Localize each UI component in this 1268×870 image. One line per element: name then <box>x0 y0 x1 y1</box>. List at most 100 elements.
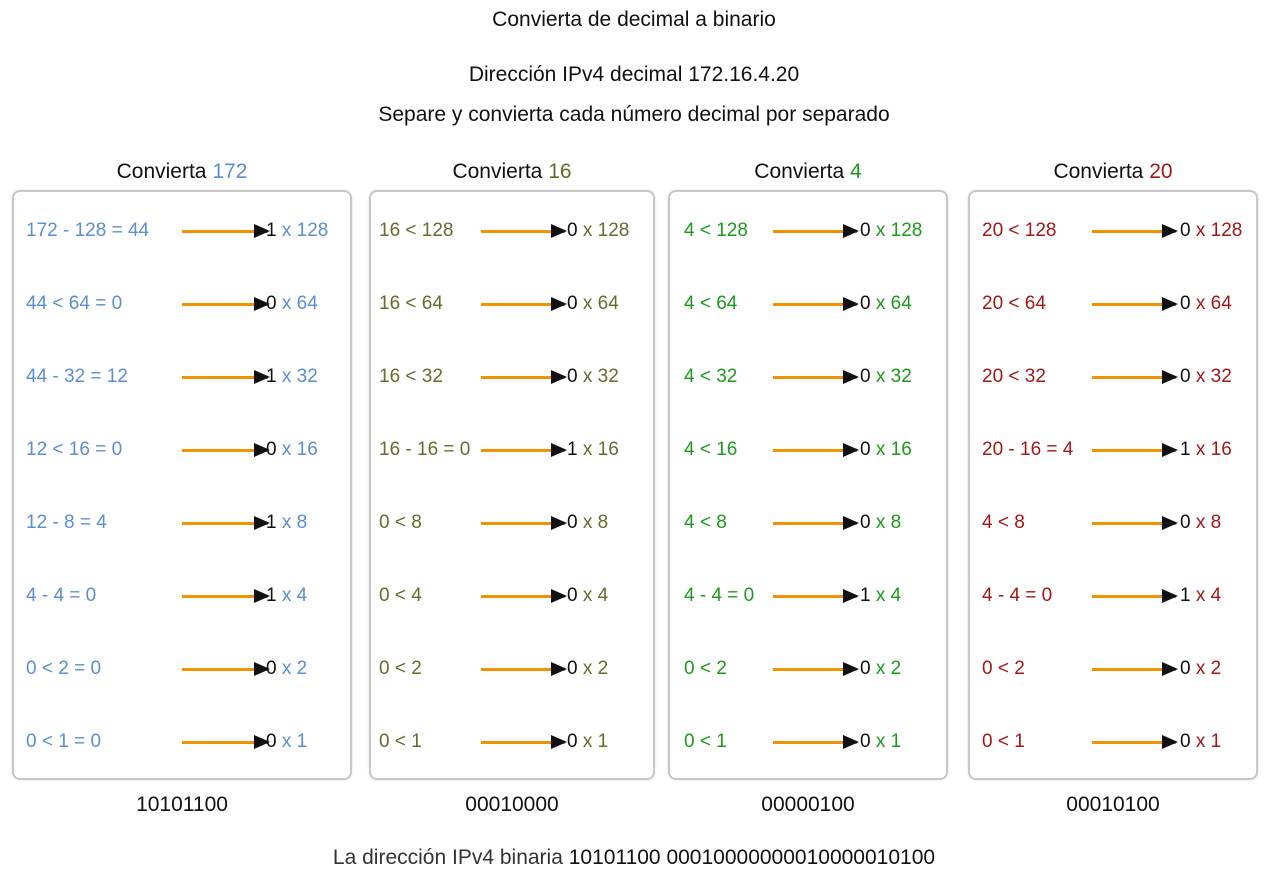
conversion-step: 0 < 4 0 x 4 <box>371 581 653 611</box>
arrow-right-icon <box>1092 735 1178 749</box>
place-weight: x 64 <box>1195 293 1232 314</box>
conversion-step: 0 < 1 0 x 1 <box>371 727 653 757</box>
step-result: 1 x 4 <box>1180 585 1221 607</box>
step-result: 0 x 64 <box>266 293 318 315</box>
conversion-step: 4 < 128 0 x 128 <box>670 216 946 246</box>
step-result: 1 x 8 <box>266 512 307 534</box>
result-bit: 1 <box>860 585 871 606</box>
step-result: 0 x 64 <box>567 293 619 315</box>
step-expression: 4 < 16 <box>684 439 738 460</box>
step-expression: 16 - 16 = 0 <box>379 439 471 460</box>
place-weight: x 1 <box>1195 731 1222 752</box>
column-header-label: Convierta <box>116 160 207 183</box>
conversion-step: 12 - 8 = 4 1 x 8 <box>14 508 350 538</box>
step-expression: 20 < 64 <box>982 293 1046 314</box>
conversion-step: 44 - 32 = 12 1 x 32 <box>14 362 350 392</box>
place-weight: x 4 <box>875 585 902 606</box>
conversion-step: 20 < 64 0 x 64 <box>970 289 1256 319</box>
conversion-panel-16: 16 < 128 0 x 128 16 < 64 0 x 64 16 < 32 0 x 3… <box>369 190 655 780</box>
conversion-step: 0 < 8 0 x 8 <box>371 508 653 538</box>
arrow-right-icon <box>182 224 270 238</box>
step-result: 0 x 128 <box>860 220 922 242</box>
arrow-right-icon <box>1092 662 1178 676</box>
binary-result-4: 00000100 <box>761 793 855 816</box>
step-result: 0 x 64 <box>1180 293 1232 315</box>
step-result: 1 x 32 <box>266 366 318 388</box>
place-weight: x 64 <box>582 293 619 314</box>
step-expression: 4 - 4 = 0 <box>26 585 97 606</box>
step-result: 1 x 128 <box>266 220 328 242</box>
step-expression: 4 < 8 <box>982 512 1025 533</box>
place-weight: x 16 <box>875 439 912 460</box>
conversion-step: 4 - 4 = 0 1 x 4 <box>670 581 946 611</box>
conversion-step: 0 < 2 = 0 0 x 2 <box>14 654 350 684</box>
conversion-step: 4 < 8 0 x 8 <box>970 508 1256 538</box>
result-bit: 0 <box>860 293 871 314</box>
place-weight: x 32 <box>875 366 912 387</box>
arrow-right-icon <box>182 662 270 676</box>
result-bit: 1 <box>266 366 277 387</box>
arrow-right-icon <box>182 589 270 603</box>
step-expression: 16 < 128 <box>379 220 454 241</box>
conversion-step: 4 - 4 = 0 1 x 4 <box>14 581 350 611</box>
place-weight: x 128 <box>875 220 923 241</box>
result-bit: 0 <box>567 585 578 606</box>
step-result: 0 x 16 <box>266 439 318 461</box>
column-header-label: Convierta <box>754 160 845 183</box>
column-header-label: Convierta <box>452 160 543 183</box>
place-weight: x 8 <box>875 512 902 533</box>
final-label: La dirección IPv4 binaria <box>332 846 563 869</box>
step-expression: 172 - 128 = 44 <box>26 220 150 241</box>
arrow-right-icon <box>773 516 859 530</box>
result-bit: 1 <box>266 512 277 533</box>
place-weight: x 2 <box>281 658 308 679</box>
arrow-right-icon <box>773 589 859 603</box>
conversion-step: 16 < 64 0 x 64 <box>371 289 653 319</box>
arrow-right-icon <box>1092 516 1178 530</box>
final-value: 10101100 00010000000010000010100 <box>568 846 936 869</box>
arrow-right-icon <box>773 297 859 311</box>
step-result: 0 x 32 <box>1180 366 1232 388</box>
step-result: 0 x 2 <box>266 658 307 680</box>
conversion-step: 0 < 2 0 x 2 <box>670 654 946 684</box>
result-bit: 0 <box>567 366 578 387</box>
column-header-number: 20 <box>1149 160 1173 183</box>
step-result: 0 x 32 <box>567 366 619 388</box>
result-bit: 0 <box>567 293 578 314</box>
place-weight: x 1 <box>281 731 308 752</box>
conversion-panel-4: 4 < 128 0 x 128 4 < 64 0 x 64 4 < 32 0 x 32 4 … <box>668 190 948 780</box>
step-expression: 16 < 32 <box>379 366 443 387</box>
arrow-right-icon <box>182 370 270 384</box>
place-weight: x 2 <box>1195 658 1222 679</box>
conversion-step: 0 < 2 0 x 2 <box>970 654 1256 684</box>
conversion-step: 4 - 4 = 0 1 x 4 <box>970 581 1256 611</box>
step-expression: 0 < 4 <box>379 585 422 606</box>
place-weight: x 32 <box>281 366 318 387</box>
conversion-step: 4 < 32 0 x 32 <box>670 362 946 392</box>
place-weight: x 4 <box>281 585 308 606</box>
column-header-16: Convierta 16 <box>369 160 655 184</box>
result-bit: 0 <box>567 731 578 752</box>
arrow-right-icon <box>481 224 567 238</box>
column-header-number: 16 <box>548 160 572 183</box>
conversion-step: 4 < 16 0 x 16 <box>670 435 946 465</box>
step-expression: 4 < 32 <box>684 366 738 387</box>
result-bit: 0 <box>1180 658 1191 679</box>
step-result: 0 x 2 <box>1180 658 1221 680</box>
step-expression: 0 < 1 <box>982 731 1025 752</box>
arrow-right-icon <box>481 735 567 749</box>
step-expression: 0 < 8 <box>379 512 422 533</box>
step-result: 0 x 1 <box>1180 731 1221 753</box>
column-header-label: Convierta <box>1053 160 1144 183</box>
step-result: 0 x 2 <box>860 658 901 680</box>
binary-result-16: 00010000 <box>465 793 559 816</box>
conversion-step: 12 < 16 = 0 0 x 16 <box>14 435 350 465</box>
arrow-right-icon <box>1092 224 1178 238</box>
step-expression: 0 < 2 <box>379 658 422 679</box>
step-result: 0 x 16 <box>860 439 912 461</box>
arrow-right-icon <box>182 443 270 457</box>
final-binary-address: La dirección IPv4 binaria 10101100 00010… <box>0 846 1268 870</box>
result-bit: 0 <box>1180 220 1191 241</box>
result-bit: 1 <box>1180 585 1191 606</box>
